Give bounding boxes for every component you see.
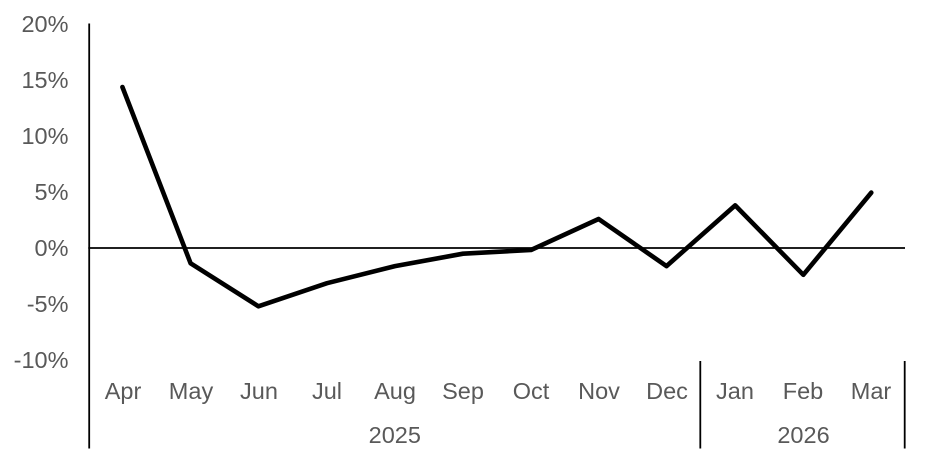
svg-text:-10%: -10% (14, 347, 69, 373)
svg-text:20%: 20% (21, 11, 68, 37)
svg-text:Mar: Mar (851, 378, 892, 404)
svg-text:Jun: Jun (240, 378, 278, 404)
svg-text:Feb: Feb (783, 378, 824, 404)
svg-text:May: May (169, 378, 214, 404)
svg-text:15%: 15% (21, 67, 68, 93)
svg-text:Sep: Sep (442, 378, 484, 404)
svg-text:Dec: Dec (646, 378, 688, 404)
svg-text:5%: 5% (35, 179, 69, 205)
svg-text:2026: 2026 (777, 422, 829, 448)
svg-text:Oct: Oct (513, 378, 550, 404)
svg-text:Jul: Jul (312, 378, 342, 404)
svg-text:Jan: Jan (716, 378, 754, 404)
svg-text:Apr: Apr (105, 378, 142, 404)
svg-text:Aug: Aug (374, 378, 416, 404)
svg-text:10%: 10% (21, 123, 68, 149)
svg-text:Nov: Nov (578, 378, 620, 404)
svg-text:-5%: -5% (27, 291, 69, 317)
svg-text:2025: 2025 (369, 422, 421, 448)
svg-text:0%: 0% (35, 235, 69, 261)
